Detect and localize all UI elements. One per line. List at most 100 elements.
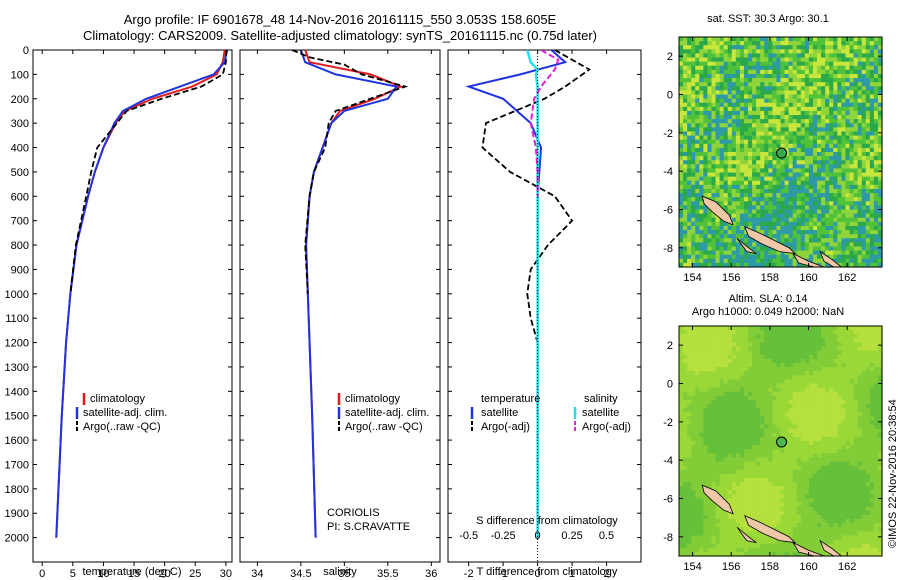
map-cell	[687, 135, 692, 141]
map-cell	[687, 395, 692, 401]
map-cell	[837, 258, 842, 264]
map-cell	[752, 420, 757, 426]
map-cell	[808, 330, 814, 335]
map-cell	[841, 119, 847, 124]
map-cell	[857, 436, 863, 442]
map-cell	[695, 367, 700, 372]
map-cell	[837, 362, 842, 368]
map-cell	[699, 205, 704, 211]
map-cell	[792, 457, 798, 463]
map-cell	[776, 131, 782, 137]
map-cell	[739, 57, 745, 63]
map-cell	[772, 358, 778, 364]
map-cell	[849, 119, 855, 124]
map-cell	[764, 86, 769, 91]
map-cell	[873, 143, 879, 149]
map-cell	[841, 160, 847, 165]
map-cell	[796, 123, 802, 128]
map-cell	[695, 143, 700, 149]
map-cell	[865, 477, 871, 483]
map-cell	[711, 428, 717, 434]
map-cell	[739, 49, 745, 55]
map-cell	[845, 453, 851, 459]
map-cell	[849, 254, 855, 260]
y-tick-label: 100	[11, 69, 29, 81]
map-cell	[817, 184, 822, 190]
map-cell	[833, 205, 838, 211]
map-cell	[853, 94, 859, 100]
map-cell	[719, 412, 725, 417]
map-cell	[869, 94, 875, 100]
map-cell	[772, 49, 778, 55]
map-cell	[703, 135, 709, 141]
map-cell	[707, 57, 713, 63]
map-cell	[821, 164, 826, 170]
map-cell	[739, 358, 745, 364]
map-cell	[719, 230, 725, 235]
map-cell	[865, 98, 871, 104]
map-cell	[776, 408, 782, 413]
map-cell	[853, 254, 859, 260]
map-cell	[821, 326, 826, 331]
map-cell	[853, 375, 859, 380]
map-cell	[841, 213, 847, 219]
map-cell	[683, 143, 688, 149]
map-cell	[865, 457, 871, 463]
map-cell	[695, 445, 700, 450]
map-cell	[861, 330, 867, 335]
map-cell	[829, 387, 834, 393]
map-cell	[869, 188, 875, 194]
map-cell	[739, 135, 745, 141]
map-cell	[821, 193, 826, 198]
map-cell	[735, 53, 741, 59]
map-cell	[695, 358, 700, 364]
map-cell	[869, 197, 875, 202]
map-cell	[821, 350, 826, 356]
map-cell	[853, 424, 859, 430]
map-cell	[825, 102, 830, 108]
map-cell	[760, 254, 765, 260]
map-cell	[743, 205, 749, 211]
map-cell	[784, 258, 790, 264]
map-cell	[683, 254, 688, 260]
map-cell	[800, 102, 806, 108]
map-cell	[776, 367, 782, 372]
map-cell	[849, 477, 855, 483]
map-cell	[683, 436, 688, 442]
map-cell	[792, 424, 798, 430]
map-cell	[695, 131, 700, 137]
map-cell	[739, 139, 745, 145]
map-cell	[739, 180, 745, 186]
map-cell	[857, 416, 863, 422]
map-cell	[752, 258, 757, 264]
map-cell	[768, 391, 773, 397]
map-cell	[772, 334, 778, 339]
map-cell	[748, 395, 753, 401]
map-cell	[817, 346, 822, 352]
map-x-tick-label: 158	[761, 272, 779, 284]
map-cell	[853, 78, 859, 83]
map-cell	[699, 445, 704, 450]
map-cell	[821, 213, 826, 219]
map-cell	[776, 354, 782, 360]
y-tick-label: 800	[11, 240, 29, 252]
axes-group: 0 5 10 15 20 25 300100200300400500600700800900…	[5, 45, 641, 580]
map-cell	[711, 238, 717, 243]
map-cell	[861, 346, 867, 352]
map-cell	[825, 391, 830, 397]
map-cell	[752, 57, 757, 63]
map-cell	[833, 412, 838, 417]
map-cell	[857, 399, 863, 405]
map-cell	[695, 408, 700, 413]
map-cell	[821, 358, 826, 364]
map-cell	[715, 193, 721, 198]
map-cell	[731, 41, 737, 46]
map-cell	[825, 94, 830, 100]
map-cell	[865, 441, 871, 446]
map-cell	[683, 358, 688, 364]
map-cell	[804, 82, 810, 87]
map-cell	[711, 37, 717, 42]
map-cell	[877, 188, 883, 194]
map-cell	[760, 383, 765, 389]
map-cell	[679, 371, 684, 376]
